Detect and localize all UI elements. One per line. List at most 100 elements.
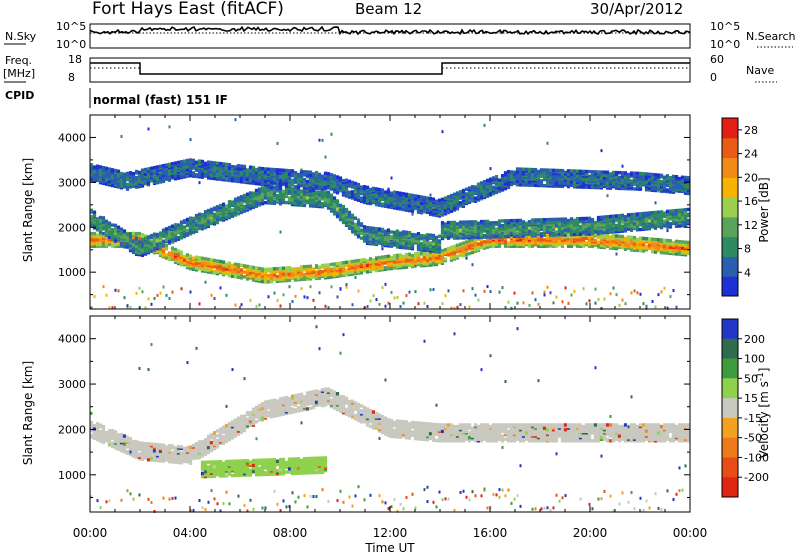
power-cell [639,212,642,215]
power-cell [252,166,255,169]
power-cell [111,223,114,226]
power-cell [363,269,366,272]
power-cell [105,167,108,170]
power-cell [414,236,417,239]
power-cell [171,246,174,249]
power-cell [219,260,222,263]
power-noise-cell [547,286,549,289]
power-cell [189,220,192,223]
power-cell [279,168,282,171]
power-cell [513,224,516,227]
power-cell [261,272,264,275]
power-cell [381,255,384,258]
power-cell [411,194,414,197]
power-cell [636,238,639,241]
power-noise-cell [613,286,615,289]
power-noise-cell [301,169,303,172]
power-noise-cell [388,188,390,191]
power-cell [390,235,393,238]
power-cell [258,188,261,191]
power-noise-cell [169,125,171,128]
power-noise-cell [610,292,612,295]
power-cell [228,200,231,203]
power-cell [405,231,408,234]
power-cell [228,176,231,179]
power-cell [216,266,219,269]
power-cell [612,179,615,182]
power-noise-cell [622,165,624,168]
power-cell [279,271,282,274]
power-cell [549,218,552,221]
power-cell [594,186,597,189]
power-cell [393,257,396,260]
power-cell [447,209,450,212]
power-cell [213,161,216,164]
power-cell [198,159,201,162]
power-cell [291,179,294,182]
power-cell [342,208,345,211]
power-cell [102,221,105,224]
power-cell [186,218,189,221]
power-cell [312,267,315,270]
nsky-label: N.Sky [5,30,37,43]
power-cell [147,248,150,251]
power-cell [282,169,285,172]
power-cell [123,229,126,232]
power-cell [402,230,405,233]
power-cell [267,167,270,170]
power-cell [375,187,378,190]
power-cell [549,169,552,172]
power-noise-cell [205,281,207,284]
power-noise-cell [379,303,381,306]
power-noise-cell [556,295,558,298]
power-cell [573,230,576,233]
power-cell [321,264,324,267]
power-cell [423,256,426,259]
power-noise-cell [241,303,243,306]
power-cell [420,234,423,237]
power-cell [216,162,219,165]
power-cell [186,253,189,256]
power-cell [555,175,558,178]
power-cell [498,219,501,222]
power-cell [273,173,276,176]
power-cell [120,231,123,234]
power-noise-cell [544,293,546,296]
power-cell [174,223,177,226]
power-cell [261,267,264,270]
power-cell [426,259,429,262]
power-cell [306,201,309,204]
power-cell [456,191,459,194]
power-cell [120,184,123,187]
power-cell [444,248,447,251]
power-cell [399,253,402,256]
power-cell [621,171,624,174]
power-cell [324,199,327,202]
power-cell [549,221,552,224]
power-noise-cell [472,263,474,266]
nsearch-label: N.Search [746,30,796,43]
power-cell [285,201,288,204]
power-cell [99,238,102,241]
power-cell [210,208,213,211]
power-heatmap [90,118,690,310]
power-cell [441,207,444,210]
power-cell [639,236,642,239]
power-cell [306,170,309,173]
power-noise-cell [226,294,228,297]
power-cell [165,230,168,233]
power-cell [222,203,225,206]
power-cell [381,188,384,191]
power-cell [639,172,642,175]
power-noise-cell [385,283,387,286]
power-cell [348,180,351,183]
power-cell [135,240,138,243]
power-cell [327,172,330,175]
power-cell [507,219,510,222]
power-cell [321,270,324,273]
power-cell [336,199,339,202]
power-cell [519,171,522,174]
power-cell [258,167,261,170]
power-cell [570,180,573,183]
power-cell [303,276,306,279]
